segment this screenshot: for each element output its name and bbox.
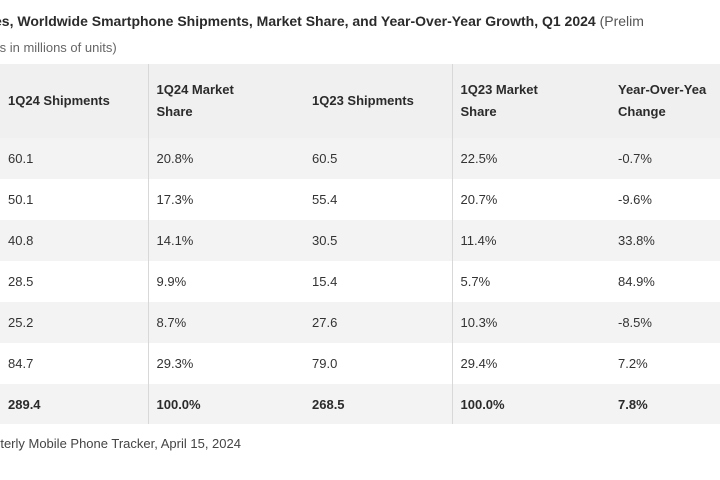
table-row: 84.7 29.3% 79.0 29.4% 7.2% [0, 343, 720, 384]
table-title: es, Worldwide Smartphone Shipments, Mark… [0, 13, 720, 29]
cell-1q24-shipments: 25.2 [0, 302, 149, 343]
header-line: 1Q24 Market [156, 82, 234, 97]
header-line: Share [156, 104, 193, 119]
cell-1q24-share: 9.9% [156, 274, 187, 289]
header-line: 1Q24 Shipments [8, 93, 110, 108]
cell-yoy-change: 84.9% [618, 274, 655, 289]
header-line: Year-Over-Yea [618, 82, 707, 97]
table-row: 25.2 8.7% 27.6 10.3% -8.5% [0, 302, 720, 343]
header-1q23-shipments: 1Q23 Shipments [304, 64, 453, 138]
cell-1q24-share: 29.3% [156, 356, 194, 371]
cell-1q24-share: 14.1% [156, 233, 194, 248]
table-title-main: es, Worldwide Smartphone Shipments, Mark… [0, 13, 596, 29]
cell-yoy-change: 33.8% [618, 233, 655, 248]
source-note: rterly Mobile Phone Tracker, April 15, 2… [0, 436, 241, 451]
cell-1q23-share: 11.4% [460, 233, 497, 248]
header-yoy-change: Year-Over-Yea Change [610, 64, 720, 138]
cell-yoy-change: 7.2% [618, 356, 648, 371]
cell-1q23-shipments: 60.5 [304, 138, 453, 179]
cell-1q23-share: 22.5% [460, 151, 498, 166]
header-line: 1Q23 Shipments [312, 93, 414, 108]
cell-1q23-share-total: 100.0% [460, 396, 505, 412]
cell-1q23-share: 20.7% [460, 192, 498, 207]
table-row: 40.8 14.1% 30.5 11.4% 33.8% [0, 220, 720, 261]
table-row: 50.1 17.3% 55.4 20.7% -9.6% [0, 179, 720, 220]
header-1q24-market-share: 1Q24 Market Share [148, 64, 304, 138]
cell-yoy-change: -9.6% [618, 192, 652, 207]
cell-1q24-shipments: 28.5 [0, 261, 149, 302]
table-row: 60.1 20.8% 60.5 22.5% -0.7% [0, 138, 720, 179]
header-line: Change [618, 104, 666, 119]
cell-yoy-change-total: 7.8% [618, 396, 648, 412]
cell-1q24-shipments-total: 289.4 [0, 384, 149, 424]
cell-1q24-shipments: 60.1 [0, 138, 149, 179]
cell-1q23-shipments: 15.4 [304, 261, 453, 302]
header-line: 1Q23 Market [460, 82, 538, 97]
header-line: Share [460, 104, 497, 119]
cell-1q24-share: 20.8% [156, 151, 194, 166]
cell-1q23-shipments: 79.0 [304, 343, 453, 384]
shipments-table: 1Q24 Shipments 1Q24 Market Share 1Q23 Shi… [0, 64, 720, 424]
cell-yoy-change: -0.7% [618, 151, 652, 166]
cell-1q23-share: 5.7% [460, 274, 491, 289]
cell-1q24-shipments: 40.8 [0, 220, 149, 261]
cell-1q24-shipments: 84.7 [0, 343, 149, 384]
header-1q23-market-share: 1Q23 Market Share [452, 64, 610, 138]
table-total-row: 289.4 100.0% 268.5 100.0% 7.8% [0, 384, 720, 424]
table-header-row: 1Q24 Shipments 1Q24 Market Share 1Q23 Shi… [0, 64, 720, 138]
cell-yoy-change: -8.5% [618, 315, 652, 330]
table-subtitle: ts in millions of units) [0, 40, 117, 55]
cell-1q23-share: 29.4% [460, 356, 498, 371]
cell-1q24-share-total: 100.0% [156, 396, 201, 412]
cell-1q23-shipments: 27.6 [304, 302, 453, 343]
cell-1q24-share: 17.3% [156, 192, 194, 207]
cell-1q24-shipments: 50.1 [0, 179, 149, 220]
cell-1q23-shipments-total: 268.5 [304, 384, 453, 424]
cell-1q24-share: 8.7% [156, 315, 187, 330]
cell-1q23-shipments: 55.4 [304, 179, 453, 220]
header-1q24-shipments: 1Q24 Shipments [0, 64, 149, 138]
table-row: 28.5 9.9% 15.4 5.7% 84.9% [0, 261, 720, 302]
cell-1q23-share: 10.3% [460, 315, 498, 330]
table-title-preliminary: (Prelim [595, 13, 644, 29]
cell-1q23-shipments: 30.5 [304, 220, 453, 261]
